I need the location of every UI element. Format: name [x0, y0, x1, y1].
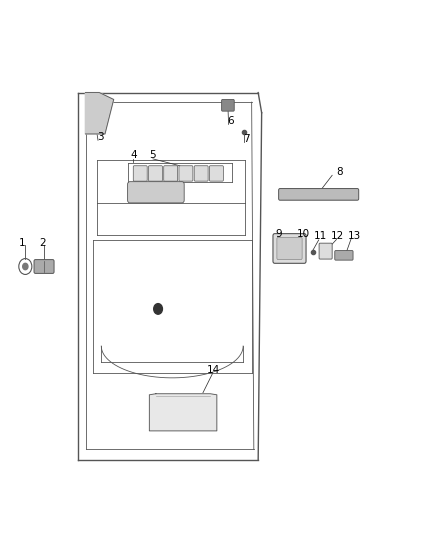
Polygon shape [149, 394, 217, 431]
Text: 1: 1 [19, 238, 25, 248]
Text: 10: 10 [297, 229, 311, 239]
Text: 14: 14 [207, 365, 220, 375]
FancyBboxPatch shape [209, 166, 223, 181]
Polygon shape [85, 93, 114, 134]
FancyBboxPatch shape [34, 260, 54, 273]
FancyBboxPatch shape [273, 233, 306, 263]
FancyBboxPatch shape [127, 182, 184, 203]
FancyBboxPatch shape [148, 166, 162, 181]
Text: 2: 2 [39, 238, 46, 248]
Text: 9: 9 [276, 229, 283, 239]
Text: 13: 13 [348, 231, 361, 241]
FancyBboxPatch shape [194, 166, 208, 181]
Text: 3: 3 [97, 132, 104, 142]
Text: 8: 8 [337, 167, 343, 177]
Text: 6: 6 [227, 116, 234, 126]
Circle shape [23, 263, 28, 270]
Circle shape [154, 304, 162, 314]
Text: 11: 11 [314, 231, 327, 241]
Text: 12: 12 [331, 231, 344, 241]
Text: 7: 7 [243, 134, 249, 144]
FancyBboxPatch shape [279, 189, 359, 200]
FancyBboxPatch shape [164, 166, 178, 181]
FancyBboxPatch shape [133, 166, 147, 181]
FancyBboxPatch shape [277, 237, 302, 260]
Text: 4: 4 [130, 150, 137, 160]
FancyBboxPatch shape [335, 251, 353, 260]
FancyBboxPatch shape [222, 100, 234, 111]
FancyBboxPatch shape [319, 243, 332, 259]
FancyBboxPatch shape [179, 166, 193, 181]
Text: 5: 5 [149, 150, 156, 160]
